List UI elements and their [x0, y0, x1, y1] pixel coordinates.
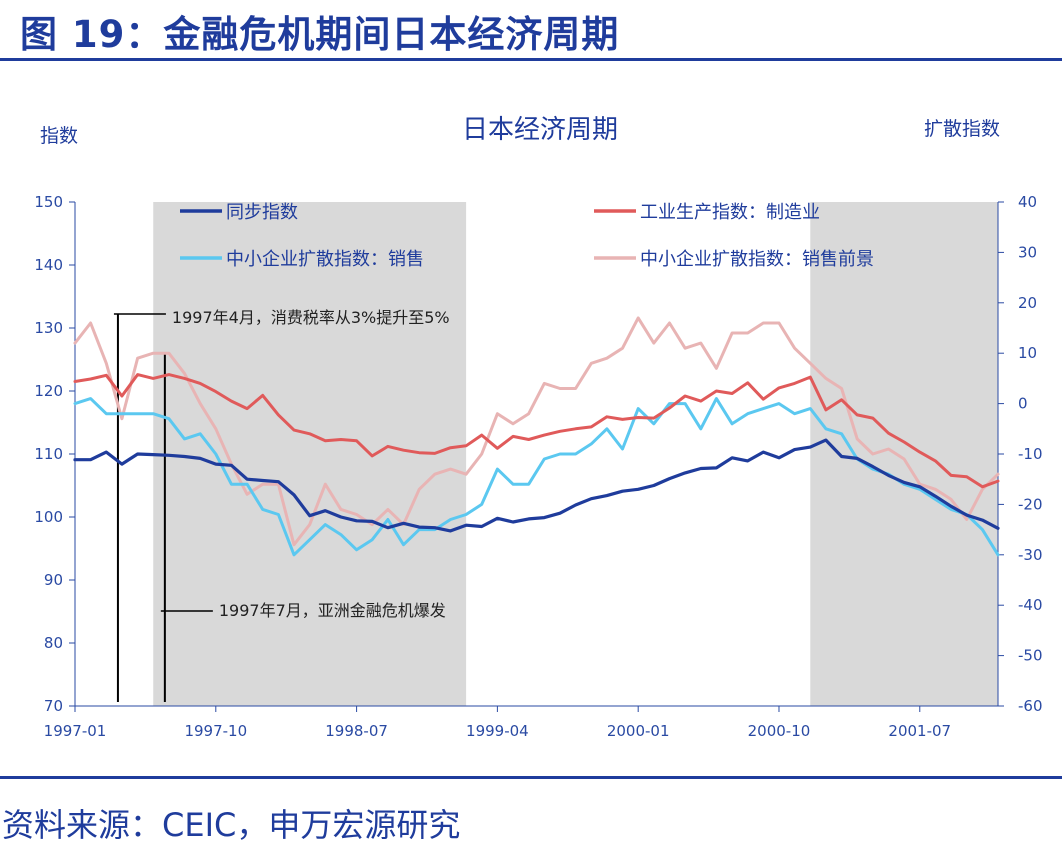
right-tick-label: 30 [1018, 243, 1037, 261]
left-tick-label: 140 [34, 256, 63, 274]
annotation-text-0: 1997年4月，消费税率从3%提升至5% [172, 308, 450, 327]
figure-title: 图 19：金融危机期间日本经济周期 [20, 13, 620, 56]
series-line-3 [73, 316, 1000, 547]
right-tick-label: 20 [1018, 294, 1037, 312]
left-tick-label: 130 [34, 319, 63, 337]
legend-label-2: 中小企业扩散指数：销售 [226, 249, 424, 270]
legend-label-0: 同步指数 [226, 202, 298, 223]
x-tick-label: 2000-10 [748, 722, 811, 740]
annotation-lines [116, 314, 166, 702]
recession-band-1 [810, 202, 998, 706]
legend-label-1: 工业生产指数：制造业 [640, 202, 820, 223]
recession-band-0 [153, 202, 467, 706]
left-tick-label: 110 [34, 445, 63, 463]
chart-svg: 708090100110120130140150-60-50-40-30-20-… [34, 115, 1042, 740]
source-note: 资料来源：CEIC，申万宏源研究 [2, 806, 461, 844]
legend-label-3: 中小企业扩散指数：销售前景 [640, 249, 874, 270]
chart-title: 日本经济周期 [462, 115, 618, 145]
series-line-1 [73, 373, 1000, 489]
right-tick-label: -10 [1018, 445, 1043, 463]
x-tick-label: 2001-07 [888, 722, 951, 740]
recession-shading [153, 202, 998, 706]
series-line-2 [73, 397, 1000, 557]
left-tick-label: 90 [44, 571, 63, 589]
left-tick-label: 150 [34, 193, 63, 211]
right-tick-label: -40 [1018, 596, 1043, 614]
x-tick-label: 1997-10 [184, 722, 247, 740]
left-tick-label: 80 [44, 634, 63, 652]
annotations: 1997年4月，消费税率从3%提升至5% 1997年7月，亚洲金融危机爆发 [113, 308, 450, 620]
right-tick-label: -50 [1018, 647, 1043, 665]
top-divider [0, 58, 1062, 61]
series-lines [73, 316, 1000, 557]
right-tick-label: -20 [1018, 495, 1043, 513]
series-line-0 [73, 438, 1000, 533]
right-tick-label: 40 [1018, 193, 1037, 211]
right-tick-label: 0 [1018, 395, 1028, 413]
annotation-text-1: 1997年7月，亚洲金融危机爆发 [219, 601, 446, 620]
right-axis-unit: 扩散指数 [924, 118, 1000, 140]
axes: 708090100110120130140150-60-50-40-30-20-… [34, 193, 1042, 740]
right-tick-label: 10 [1018, 344, 1037, 362]
x-tick-label: 1999-04 [466, 722, 529, 740]
x-tick-label: 1998-07 [325, 722, 388, 740]
x-tick-label: 1997-01 [44, 722, 107, 740]
left-tick-label: 120 [34, 382, 63, 400]
right-tick-label: -60 [1018, 697, 1043, 715]
left-tick-label: 70 [44, 697, 63, 715]
left-tick-label: 100 [34, 508, 63, 526]
bottom-divider [0, 776, 1062, 779]
left-axis-unit: 指数 [40, 125, 78, 147]
x-tick-label: 2000-01 [607, 722, 670, 740]
right-tick-label: -30 [1018, 546, 1043, 564]
